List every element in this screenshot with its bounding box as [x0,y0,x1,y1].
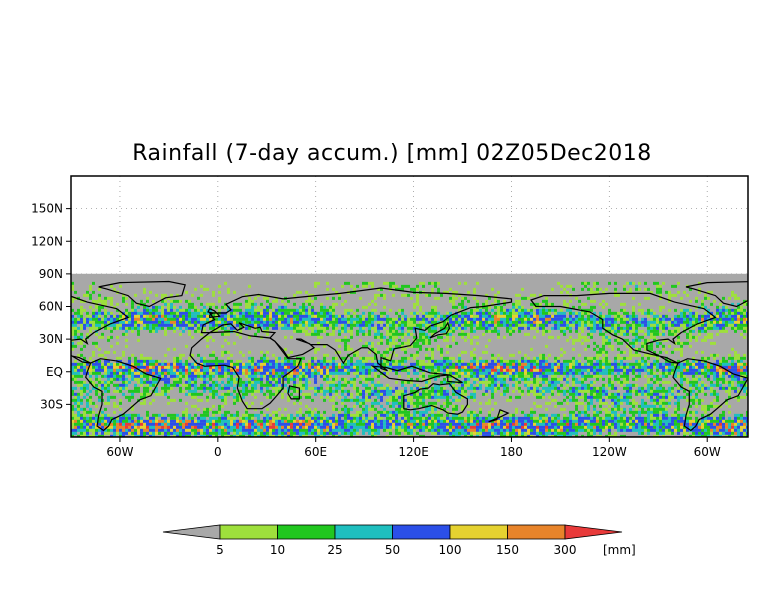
y-tick-label: 30S [40,397,63,411]
x-tick-label: 60W [694,445,721,459]
coastline-north-america-copy-1 [71,295,130,364]
coastline-new-zealand-copy-1 [488,409,510,423]
colorbar-box [219,524,278,540]
coastline-australia-copy-1 [403,383,468,415]
coastline-south-america-copy-2 [672,358,748,432]
y-axis: 150N 120N 90N 60N 30N EQ 30S [31,202,71,411]
x-tick-label: 60E [304,445,327,459]
y-tick-label: EQ [46,365,63,379]
x-tick-label: 180 [500,445,523,459]
x-axis: 60W060E120E180120W60W060E120E180120W [106,437,721,459]
coastline-africa-copy-2 [777,332,784,409]
colorbar-box [507,524,566,540]
colorbar-threshold-label: 150 [496,543,519,557]
y-tick-label: 150N [31,202,63,216]
y-tick-label: 30N [39,332,63,346]
coastline-africa-copy-1 [189,330,302,410]
x-tick-label: 120W [592,445,627,459]
coastline-indonesia-copy-1 [370,365,463,384]
colorbar-threshold-label: 50 [385,543,400,557]
coastline-greenland-copy-1 [98,280,186,308]
x-tick-label: 120E [398,445,429,459]
coastline-greenland-copy-2 [685,281,748,308]
colorbar-box [392,524,451,540]
y-tick-label: 120N [31,234,63,248]
colorbar-threshold-label: 10 [270,543,285,557]
coastlines [71,280,784,437]
precipitation-field [71,273,748,437]
colorbar-threshold-label: 300 [554,543,577,557]
colorbar-box [277,524,336,540]
colorbar-unit-label: [mm] [603,543,636,557]
colorbar-lower-triangle [162,524,221,540]
polar-band [71,273,748,284]
colorbar-threshold-label: 5 [216,543,224,557]
coastline-madagascar-copy-1 [287,385,300,400]
map-title: Rainfall (7-day accum.) [mm] 02Z05Dec201… [132,141,652,166]
coastline-japan-copy-1 [429,321,451,339]
x-tick-label: 0 [214,445,222,459]
coastline-north-america-copy-2 [530,292,717,364]
colorbar-upper-triangle [564,524,623,540]
colorbar-box [334,524,393,540]
coastline-uk-copy-1 [207,307,221,319]
colorbar-legend: 5 10 25 50 100 150 300 [mm] [162,524,636,557]
colorbar-box [449,524,508,540]
coastline-south-america-copy-1 [85,358,162,432]
y-tick-label: 90N [39,267,63,281]
y-tick-label: 60N [39,300,63,314]
x-tick-label: 60W [106,445,133,459]
coastline-eurasia-copy-1 [200,287,513,372]
colorbar-threshold-label: 100 [439,543,462,557]
colorbar-threshold-label: 25 [327,543,342,557]
